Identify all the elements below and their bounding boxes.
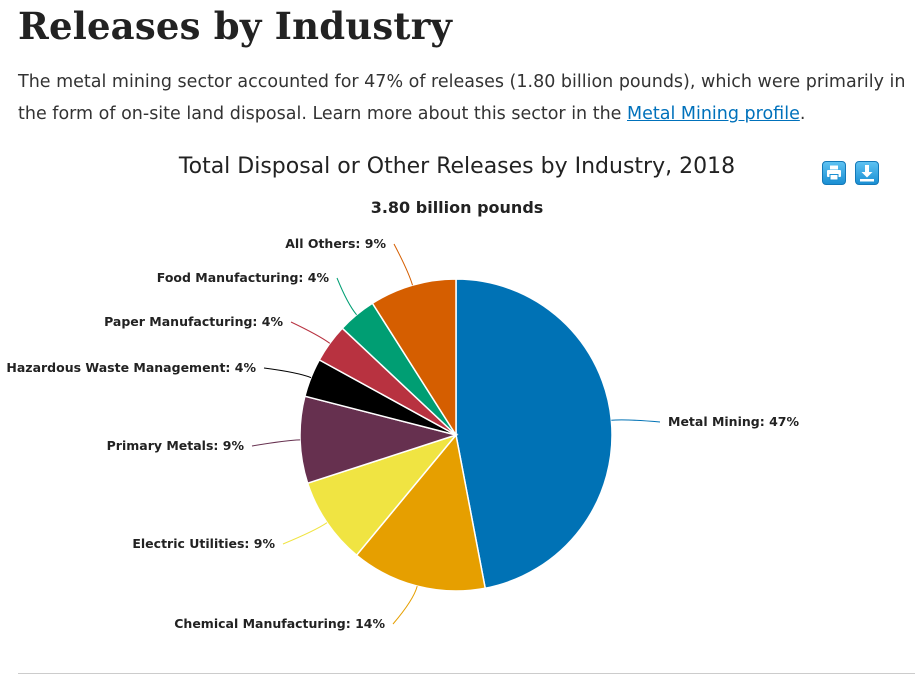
intro-paragraph: The metal mining sector accounted for 47… bbox=[18, 66, 913, 130]
chart-title: Total Disposal or Other Releases by Indu… bbox=[178, 154, 736, 179]
print-button[interactable] bbox=[822, 161, 846, 185]
slice-label-electric-utilities: Electric Utilities: 9% bbox=[132, 536, 275, 551]
download-button[interactable] bbox=[855, 161, 879, 185]
slice-label-food-manufacturing: Food Manufacturing: 4% bbox=[157, 270, 330, 285]
connector-metal-mining bbox=[611, 419, 661, 423]
section-divider bbox=[18, 673, 915, 674]
connector-electric-utilities bbox=[282, 522, 328, 545]
pie-slice-electric-utilities[interactable] bbox=[306, 433, 459, 557]
intro-text: The metal mining sector accounted for 47… bbox=[18, 72, 906, 124]
metal-mining-profile-link[interactable]: Metal Mining profile bbox=[627, 104, 800, 124]
slice-label-all-others: All Others: 9% bbox=[285, 236, 386, 251]
connector-chemical-manufacturing bbox=[392, 585, 418, 625]
slice-label-primary-metals: Primary Metals: 9% bbox=[107, 438, 245, 453]
connector-paper-manufacturing bbox=[290, 321, 331, 344]
connector-all-others bbox=[393, 243, 413, 286]
slice-label-hazardous-waste-management: Hazardous Waste Management: 4% bbox=[6, 360, 256, 375]
download-icon bbox=[860, 165, 874, 182]
connector-food-manufacturing bbox=[336, 277, 357, 316]
pie-slice-metal-mining[interactable] bbox=[455, 278, 613, 590]
slice-labels: Metal Mining: 47% Chemical Manufacturing:… bbox=[6, 236, 799, 631]
slice-label-chemical-manufacturing: Chemical Manufacturing: 14% bbox=[174, 616, 385, 631]
printer-icon bbox=[827, 165, 841, 181]
connector-primary-metals bbox=[251, 439, 301, 447]
intro-end: . bbox=[799, 104, 806, 124]
connector-hazardous-waste-management bbox=[263, 367, 312, 379]
label-connectors bbox=[251, 243, 661, 625]
chart-subtitle: 3.80 billion pounds bbox=[370, 198, 544, 217]
page-title: Releases by Industry bbox=[18, 4, 453, 48]
slice-label-paper-manufacturing: Paper Manufacturing: 4% bbox=[104, 314, 283, 329]
pie-slice-primary-metals[interactable] bbox=[299, 395, 459, 485]
pie-slice-all-others[interactable] bbox=[371, 278, 457, 438]
pie-slices bbox=[299, 278, 613, 592]
slice-label-metal-mining: Metal Mining: 47% bbox=[668, 414, 799, 429]
